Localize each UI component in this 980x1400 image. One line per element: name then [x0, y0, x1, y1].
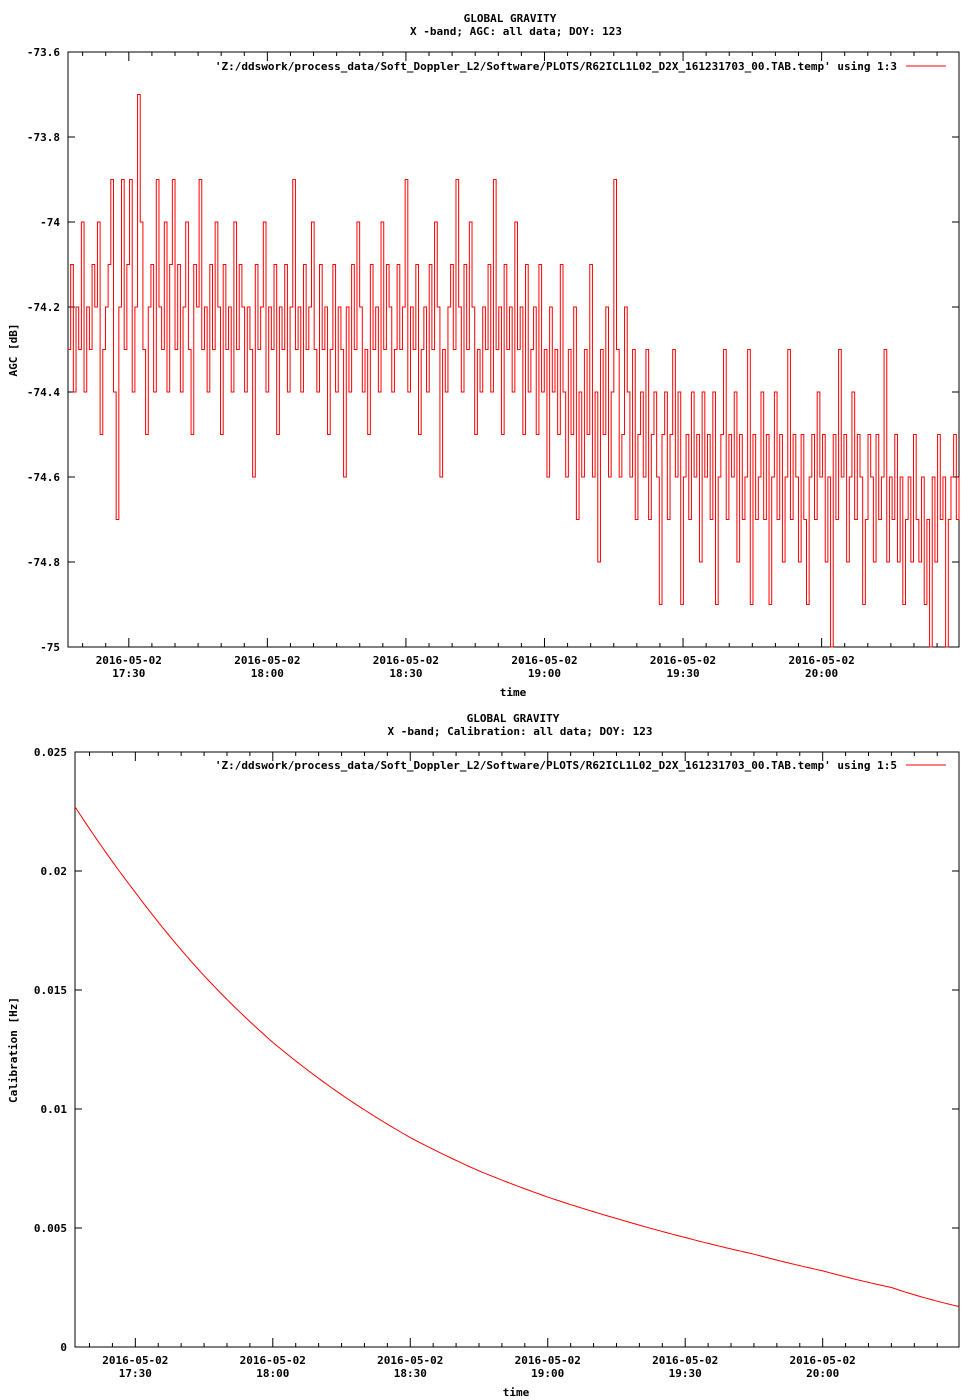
calibration-legend-label: 'Z:/ddswork/process_data/Soft_Doppler_L2…: [215, 759, 897, 772]
agc-series-line: [68, 94, 960, 648]
calibration-y-axis-label: Calibration [Hz]: [7, 997, 20, 1103]
x-tick-date-label: 2016-05-02: [652, 1354, 718, 1367]
x-tick-date-label: 2016-05-02: [788, 654, 854, 667]
calibration-series-line: [74, 806, 960, 1308]
x-tick-date-label: 2016-05-02: [96, 654, 162, 667]
calibration-chart: GLOBAL GRAVITY X -band; Calibration: all…: [7, 712, 960, 1399]
y-tick-label: 0.015: [34, 984, 67, 997]
x-tick-time-label: 19:30: [666, 667, 699, 680]
x-tick-time-label: 20:00: [806, 1367, 839, 1380]
x-tick-date-label: 2016-05-02: [515, 1354, 581, 1367]
calibration-x-axis: 2016-05-0217:302016-05-0218:002016-05-02…: [102, 752, 856, 1380]
agc-chart-title: GLOBAL GRAVITY: [464, 12, 557, 25]
x-tick-time-label: 20:00: [805, 667, 838, 680]
x-tick-date-label: 2016-05-02: [234, 654, 300, 667]
agc-y-axis-label: AGC [dB]: [7, 324, 20, 377]
y-tick-label: -74.4: [27, 386, 60, 399]
calibration-x-axis-label: time: [503, 1386, 530, 1399]
x-tick-date-label: 2016-05-02: [790, 1354, 856, 1367]
x-tick-time-label: 17:30: [119, 1367, 152, 1380]
x-tick-time-label: 17:30: [112, 667, 145, 680]
agc-y-axis: -73.6 -73.8 -74 -74.2 -74.4 -74.6 -74.8 -75: [27, 46, 959, 654]
calibration-chart-subtitle: X -band; Calibration: all data; DOY: 123: [388, 725, 653, 738]
y-tick-label: 0: [60, 1341, 67, 1354]
agc-minor-ticks: [82, 52, 938, 647]
x-tick-time-label: 18:00: [251, 667, 284, 680]
x-tick-date-label: 2016-05-02: [511, 654, 577, 667]
x-tick-date-label: 2016-05-02: [102, 1354, 168, 1367]
x-tick-date-label: 2016-05-02: [377, 1354, 443, 1367]
agc-chart: GLOBAL GRAVITY X -band; AGC: all data; D…: [7, 12, 960, 699]
calibration-legend: 'Z:/ddswork/process_data/Soft_Doppler_L2…: [215, 759, 946, 772]
x-tick-time-label: 18:30: [389, 667, 422, 680]
y-tick-label: 0.025: [34, 746, 67, 759]
agc-x-axis: 2016-05-0217:302016-05-0218:002016-05-02…: [96, 52, 855, 680]
y-tick-label: 0.01: [41, 1103, 68, 1116]
x-tick-date-label: 2016-05-02: [373, 654, 439, 667]
x-tick-date-label: 2016-05-02: [240, 1354, 306, 1367]
agc-x-axis-label: time: [500, 686, 527, 699]
y-tick-label: 0.02: [41, 865, 68, 878]
y-tick-label: -73.6: [27, 46, 60, 59]
x-tick-time-label: 18:30: [394, 1367, 427, 1380]
agc-legend: 'Z:/ddswork/process_data/Soft_Doppler_L2…: [215, 60, 946, 73]
calibration-y-axis: 0.025 0.02 0.015 0.01 0.005 0: [34, 746, 959, 1354]
calibration-plot-frame: [74, 751, 960, 1348]
y-tick-label: -74: [40, 216, 60, 229]
x-tick-time-label: 19:00: [528, 667, 561, 680]
agc-chart-subtitle: X -band; AGC: all data; DOY: 123: [410, 25, 622, 38]
y-tick-label: 0.005: [34, 1222, 67, 1235]
calibration-minor-ticks: [89, 752, 938, 1347]
x-tick-time-label: 19:30: [669, 1367, 702, 1380]
x-tick-time-label: 18:00: [256, 1367, 289, 1380]
y-tick-label: -75: [40, 641, 60, 654]
calibration-chart-title: GLOBAL GRAVITY: [467, 712, 560, 725]
agc-legend-label: 'Z:/ddswork/process_data/Soft_Doppler_L2…: [215, 60, 897, 73]
x-tick-time-label: 19:00: [531, 1367, 564, 1380]
y-tick-label: -74.6: [27, 471, 60, 484]
y-tick-label: -74.8: [27, 556, 60, 569]
y-tick-label: -74.2: [27, 301, 60, 314]
y-tick-label: -73.8: [27, 131, 60, 144]
x-tick-date-label: 2016-05-02: [650, 654, 716, 667]
